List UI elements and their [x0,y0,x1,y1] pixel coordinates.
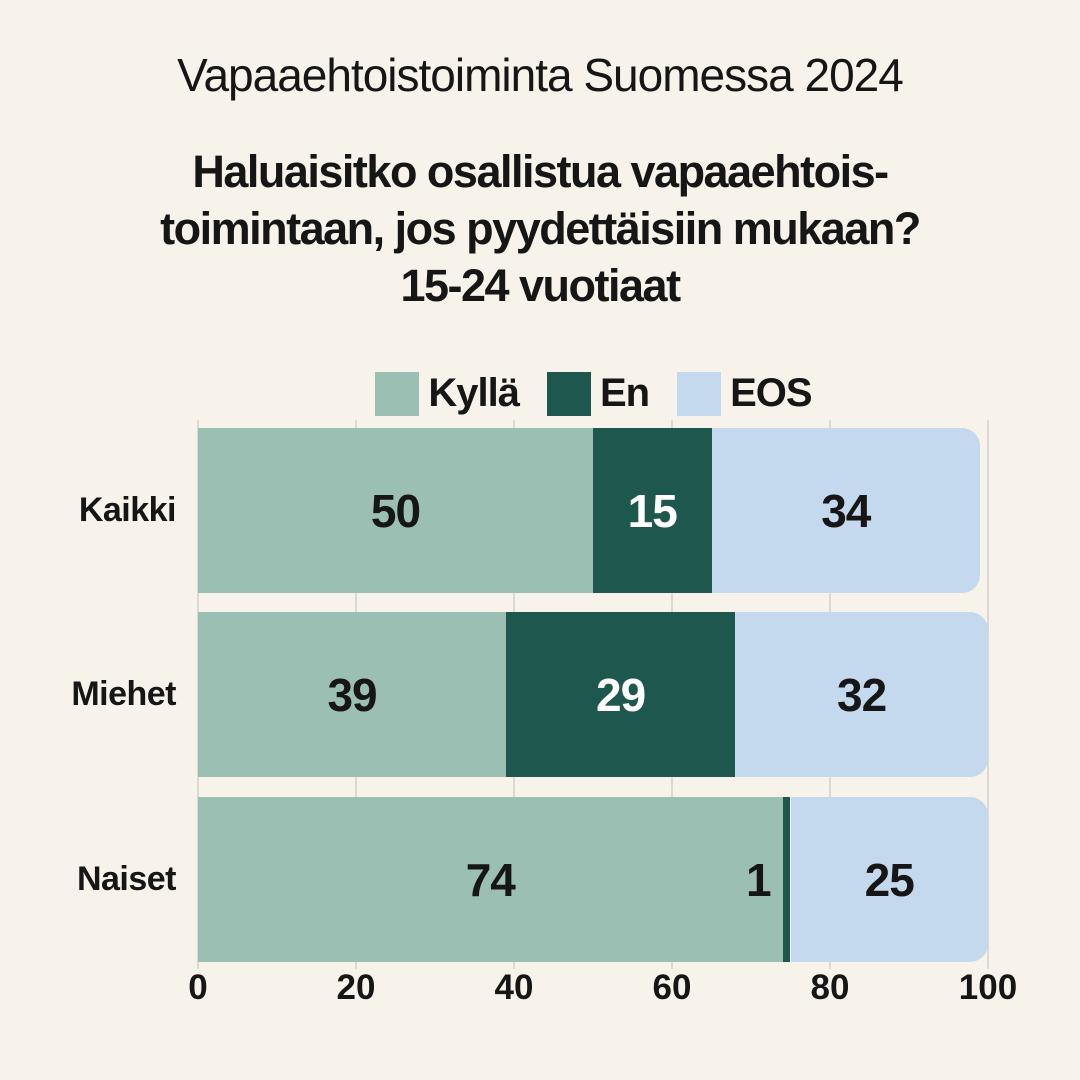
plot-area: 50 15 34 39 29 32 74 1 25 [197,420,989,969]
value-label-miehet-en: 29 [596,668,646,721]
category-label-kaikki: Kaikki [78,491,177,529]
value-label-miehet-kyll-: 39 [327,668,377,721]
value-label-kaikki-eos: 34 [821,484,871,537]
legend-label: En [600,371,650,415]
gridline-100 [987,420,989,969]
x-tick-label-0: 0 [188,968,208,1007]
bar-row-kaikki: 50 15 34 [198,428,989,593]
x-tick-label-60: 60 [652,968,692,1007]
question-line-1: Haluaisitko osallistua vapaaehtois- [192,146,889,197]
category-label-naiset: Naiset [76,860,177,898]
segment-miehet-kyll-: 39 [198,612,507,777]
segment-kaikki-en: 15 [593,428,712,593]
legend-item-eos: EOS [677,371,813,416]
segment-miehet-eos: 32 [735,612,988,777]
x-tick-label-40: 40 [494,968,534,1007]
legend-item-en: En [547,371,650,416]
legend-label: EOS [730,371,812,415]
segment-naiset-eos: 25 [790,797,988,962]
value-label-kaikki-kyll-: 50 [370,484,421,537]
legend-swatch-kyll- [375,371,420,416]
x-tick-label-80: 80 [810,968,850,1007]
bar-row-naiset: 74 1 25 [198,797,989,962]
legend-swatch-eos [677,371,722,416]
legend-label: Kyllä [428,371,520,415]
category-label-miehet: Miehet [71,675,176,713]
bar-row-miehet: 39 29 32 [198,612,989,777]
legend-item-kyll-: Kyllä [375,371,520,416]
legend-swatch-en [547,371,591,416]
segment-kaikki-eos: 34 [711,428,981,593]
value-label-miehet-eos: 32 [837,668,887,721]
value-label-naiset-en: 1 [746,853,772,906]
value-label-kaikki-en: 15 [627,484,678,537]
question-line-2: toimintaan, jos pyydettäisiin mukaan? [160,203,921,254]
segment-naiset-en: 1 [746,797,791,962]
chart-question-heading: Haluaisitko osallistua vapaaehtois- toim… [0,143,1080,314]
page-title: Vapaaehtoistoiminta Suomessa 2024 [177,49,904,101]
segment-kaikki-kyll-: 50 [198,428,593,593]
segment-miehet-en: 29 [506,612,736,777]
x-tick-label-100: 100 [958,968,1018,1007]
value-label-naiset-kyll-: 74 [465,853,516,906]
segment-naiset-kyll-: 74 [198,797,783,962]
value-label-naiset-eos: 25 [864,853,915,906]
x-tick-label-20: 20 [336,968,376,1007]
question-line-3: 15-24 vuotiaat [400,260,681,311]
chart-legend: Kyllä En EOS [198,371,989,416]
